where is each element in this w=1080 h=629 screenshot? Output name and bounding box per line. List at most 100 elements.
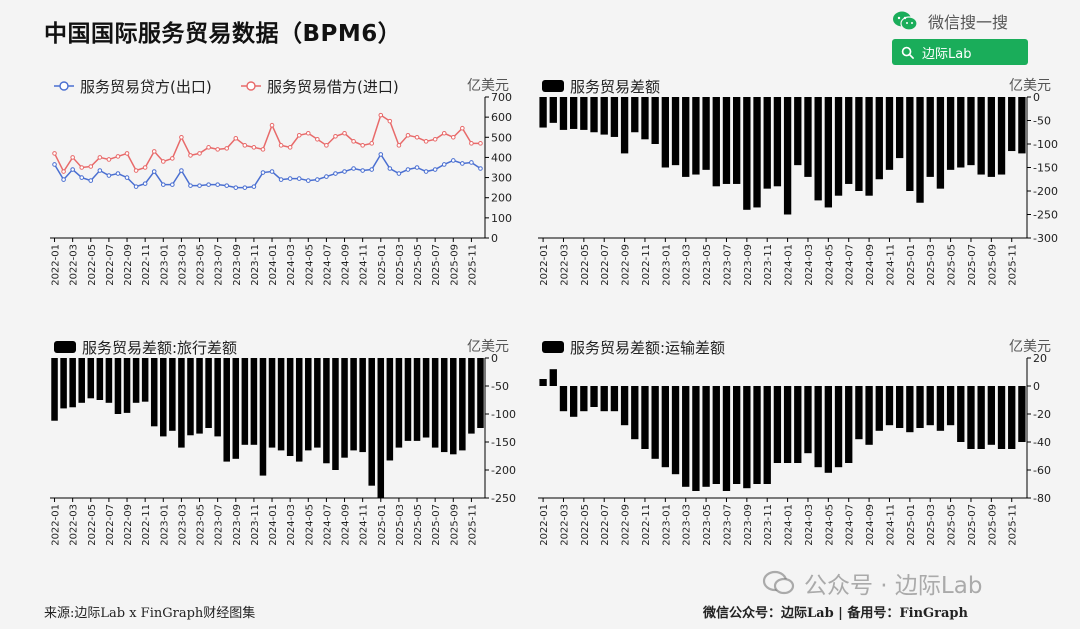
bar <box>997 386 1006 449</box>
bar <box>440 358 448 453</box>
data-point <box>478 166 483 171</box>
y-tick-label: -50 <box>491 380 509 393</box>
data-point <box>233 185 239 190</box>
x-tick-label: 2024-01 <box>784 244 795 286</box>
data-point <box>115 154 121 159</box>
y-tick-label: 700 <box>491 91 512 104</box>
unit-label: 亿美元 <box>1009 339 1051 355</box>
data-point <box>224 146 230 151</box>
bar <box>51 358 58 421</box>
data-point <box>97 168 103 173</box>
data-point <box>414 165 420 170</box>
x-tick-label: 2024-11 <box>359 244 370 286</box>
bar <box>150 358 158 427</box>
data-point <box>160 182 166 187</box>
x-tick-label: 2025-01 <box>377 244 388 286</box>
x-tick-label: 2024-09 <box>865 504 876 546</box>
bar <box>987 386 996 445</box>
bar <box>377 358 385 498</box>
bar <box>559 97 568 130</box>
data-point <box>133 168 139 173</box>
bar <box>60 358 67 409</box>
data-point <box>251 184 257 189</box>
data-point <box>396 171 402 176</box>
bar <box>824 386 833 473</box>
bar <box>539 379 547 386</box>
legend-swatch-marker <box>246 81 256 91</box>
bar <box>268 358 276 448</box>
x-tick-label: 2024-11 <box>885 244 896 286</box>
bar <box>865 97 873 196</box>
bar <box>590 386 598 407</box>
data-point <box>469 160 474 165</box>
wechat-search-label: 微信搜一搜 <box>892 8 1042 34</box>
y-tick-label: 0 <box>491 352 498 365</box>
bar <box>187 358 194 436</box>
bar <box>569 386 578 417</box>
bar <box>773 386 782 463</box>
x-tick-label: 2022-09 <box>621 504 632 546</box>
bar <box>413 358 421 441</box>
bar <box>631 386 639 440</box>
x-tick-label: 2022-03 <box>559 244 570 286</box>
bar <box>967 97 975 166</box>
data-point <box>188 183 193 188</box>
x-tick-label: 2022-05 <box>87 244 98 286</box>
x-tick-label: 2025-01 <box>906 504 917 546</box>
x-tick-label: 2024-05 <box>304 244 315 286</box>
x-tick-label: 2022-09 <box>621 244 632 286</box>
x-tick-label: 2025-07 <box>431 504 442 546</box>
bar <box>651 97 659 144</box>
x-tick-label: 2024-03 <box>804 244 815 286</box>
data-point <box>441 130 447 136</box>
bar <box>722 97 731 184</box>
x-tick-label: 2022-11 <box>641 244 652 286</box>
y-tick-label: 300 <box>491 172 512 185</box>
bar <box>620 97 629 154</box>
search-button[interactable]: 边际Lab <box>892 39 1028 65</box>
x-tick-label: 2023-09 <box>232 504 243 546</box>
data-point <box>351 166 356 171</box>
y-tick-label: 600 <box>491 111 512 124</box>
bar <box>845 97 853 184</box>
x-tick-label: 2023-09 <box>743 504 754 546</box>
data-point <box>151 169 157 174</box>
data-point <box>305 178 311 183</box>
x-tick-label: 2022-03 <box>559 504 570 546</box>
x-tick-label: 2024-09 <box>865 244 876 286</box>
bar <box>814 97 822 201</box>
legend-label: 服务贸易差额:旅行差额 <box>82 339 237 357</box>
x-tick-label: 2022-07 <box>105 504 116 546</box>
x-tick-label: 2024-09 <box>341 244 352 286</box>
x-tick-label: 2022-05 <box>580 244 591 286</box>
data-point <box>387 118 393 124</box>
bar <box>459 358 466 451</box>
x-tick-label: 2025-09 <box>987 504 998 546</box>
x-tick-label: 2023-09 <box>743 244 754 286</box>
x-tick-label: 2025-05 <box>413 244 424 286</box>
y-tick-label: -200 <box>491 464 516 477</box>
bar <box>682 97 690 177</box>
y-tick-label: -150 <box>1033 162 1058 175</box>
data-point <box>242 143 248 148</box>
data-point <box>469 141 474 146</box>
y-tick-label: -20 <box>1033 408 1051 421</box>
data-point <box>260 147 266 152</box>
bar <box>590 97 598 133</box>
x-tick-label: 2025-01 <box>377 504 388 546</box>
data-point <box>460 125 465 131</box>
x-tick-label: 2024-01 <box>268 244 279 286</box>
x-tick-label: 2023-11 <box>250 504 261 546</box>
y-tick-label: -40 <box>1033 436 1051 449</box>
legend-label: 服务贸易差额:运输差额 <box>570 339 725 357</box>
x-tick-label: 2025-05 <box>413 504 424 546</box>
bar <box>87 358 95 399</box>
x-tick-label: 2022-11 <box>141 244 152 286</box>
y-tick-label: -100 <box>491 408 516 421</box>
x-tick-label: 2024-11 <box>885 504 896 546</box>
x-tick-label: 2024-05 <box>824 244 835 286</box>
bar <box>141 358 149 402</box>
data-point <box>296 132 302 138</box>
bar <box>926 386 934 426</box>
x-tick-label: 2023-03 <box>682 244 693 286</box>
